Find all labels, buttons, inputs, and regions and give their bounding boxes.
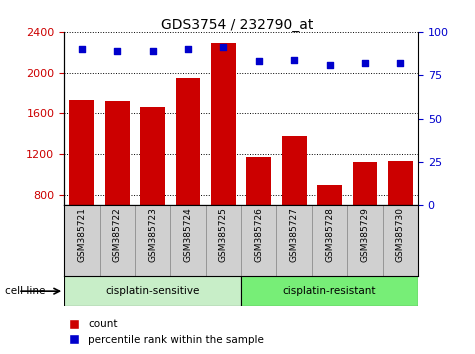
- Bar: [388, 161, 413, 277]
- Point: [326, 62, 333, 68]
- Bar: [383, 205, 418, 276]
- Text: cisplatin-sensitive: cisplatin-sensitive: [105, 286, 200, 296]
- Text: GSM385724: GSM385724: [183, 207, 192, 262]
- Bar: [206, 205, 241, 276]
- Text: GSM385729: GSM385729: [361, 207, 370, 262]
- Text: GSM385723: GSM385723: [148, 207, 157, 262]
- Bar: [140, 107, 165, 277]
- Text: cisplatin-resistant: cisplatin-resistant: [283, 286, 376, 296]
- Text: GDS3754 / 232790_at: GDS3754 / 232790_at: [162, 18, 314, 32]
- Text: GSM385726: GSM385726: [254, 207, 263, 262]
- Bar: [312, 205, 347, 276]
- Point: [255, 58, 263, 64]
- Bar: [64, 276, 241, 306]
- Point: [149, 48, 156, 54]
- Bar: [170, 205, 206, 276]
- Bar: [241, 205, 276, 276]
- Point: [397, 60, 404, 66]
- Bar: [176, 78, 200, 277]
- Text: GSM385730: GSM385730: [396, 207, 405, 262]
- Text: GSM385721: GSM385721: [77, 207, 86, 262]
- Point: [78, 46, 86, 52]
- Text: GSM385722: GSM385722: [113, 207, 122, 262]
- Point: [219, 45, 227, 50]
- Bar: [64, 205, 100, 276]
- Point: [184, 46, 192, 52]
- Legend: count, percentile rank within the sample: count, percentile rank within the sample: [60, 315, 268, 349]
- Bar: [352, 162, 377, 277]
- Bar: [317, 185, 342, 277]
- Bar: [241, 276, 418, 306]
- Point: [290, 57, 298, 62]
- Bar: [282, 136, 306, 277]
- Bar: [347, 205, 383, 276]
- Bar: [276, 205, 312, 276]
- Text: GSM385728: GSM385728: [325, 207, 334, 262]
- Point: [114, 48, 121, 54]
- Text: cell line: cell line: [5, 286, 45, 296]
- Bar: [247, 157, 271, 277]
- Text: GSM385727: GSM385727: [290, 207, 299, 262]
- Bar: [211, 43, 236, 277]
- Text: GSM385725: GSM385725: [219, 207, 228, 262]
- Point: [361, 60, 369, 66]
- Bar: [105, 101, 130, 277]
- Bar: [99, 205, 135, 276]
- Bar: [69, 100, 94, 277]
- Bar: [135, 205, 171, 276]
